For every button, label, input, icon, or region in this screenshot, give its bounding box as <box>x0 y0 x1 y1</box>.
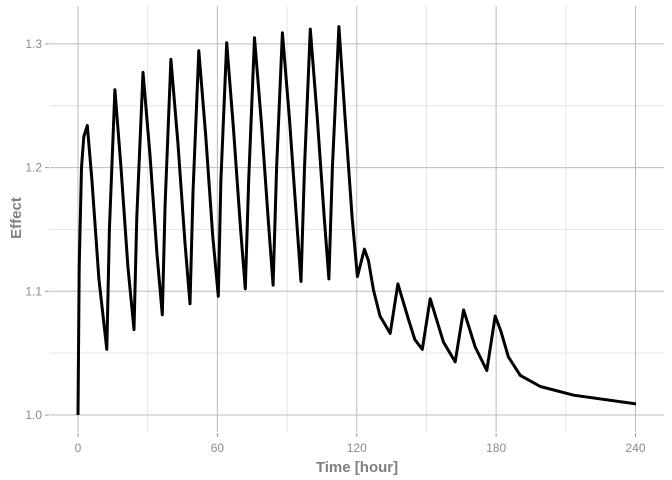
x-tick-label: 240 <box>625 441 645 455</box>
major-grid <box>50 6 664 432</box>
y-tick-label: 1.3 <box>25 37 42 51</box>
y-axis-title: Effect <box>8 197 25 239</box>
x-tick-label: 60 <box>211 441 225 455</box>
axis-ticks <box>45 43 636 437</box>
x-tick-label: 120 <box>347 441 367 455</box>
y-tick-label: 1.0 <box>25 408 42 422</box>
x-tick-labels: 0 60 120 180 240 <box>75 441 646 455</box>
x-axis-title: Time [hour] <box>316 459 398 476</box>
x-tick-label: 180 <box>486 441 506 455</box>
y-tick-label: 1.2 <box>25 161 42 175</box>
y-tick-label: 1.1 <box>25 284 42 298</box>
x-tick-label: 0 <box>75 441 82 455</box>
y-tick-labels: 1.0 1.1 1.2 1.3 <box>25 37 42 422</box>
series-line <box>76 25 637 416</box>
